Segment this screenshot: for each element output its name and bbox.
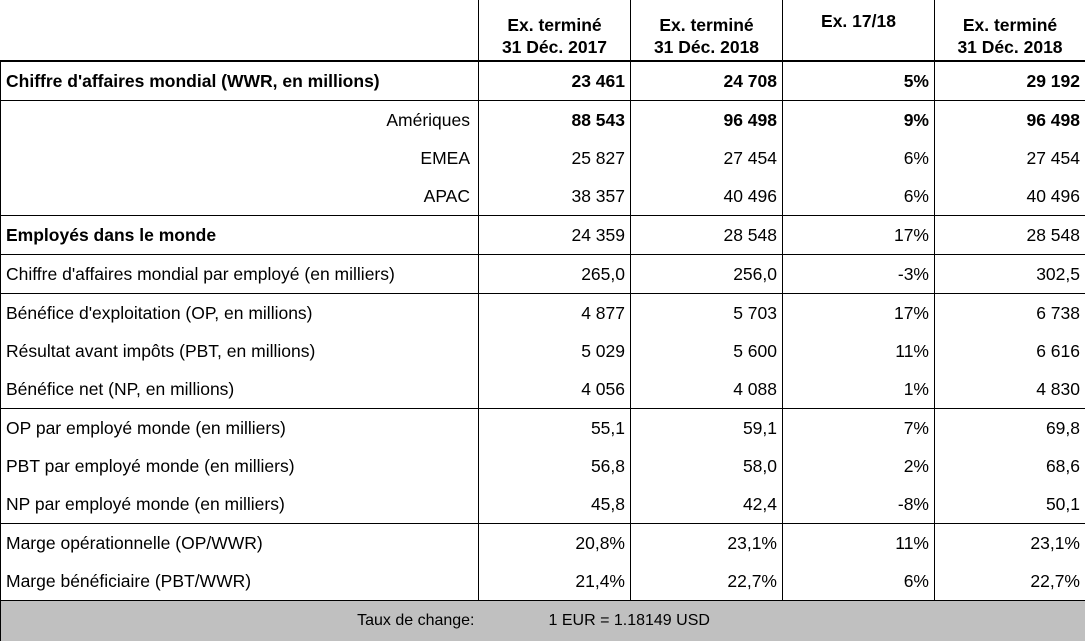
cell-value: 96 498 <box>935 101 1085 140</box>
cell-value: 5 703 <box>631 294 783 333</box>
table-row: Chiffre d'affaires mondial (WWR, en mill… <box>1 61 1085 101</box>
exchange-rate-label: Taux de change: <box>1 601 479 641</box>
cell-value: 56,8 <box>479 447 631 485</box>
row-label: Amériques <box>1 101 479 140</box>
cell-value: 6 616 <box>935 332 1085 370</box>
table-row: PBT par employé monde (en milliers) 56,8… <box>1 447 1085 485</box>
cell-value: 40 496 <box>631 177 783 216</box>
cell-value: 11% <box>783 524 935 563</box>
cell-value: 20,8% <box>479 524 631 563</box>
cell-value: 24 359 <box>479 216 631 255</box>
row-label: Marge bénéficiaire (PBT/WWR) <box>1 562 479 601</box>
cell-value: 5 600 <box>631 332 783 370</box>
cell-value: 68,6 <box>935 447 1085 485</box>
table-row: Marge bénéficiaire (PBT/WWR) 21,4% 22,7%… <box>1 562 1085 601</box>
cell-value: 27 454 <box>935 139 1085 177</box>
row-label: Bénéfice d'exploitation (OP, en millions… <box>1 294 479 333</box>
cell-value: 4 830 <box>935 370 1085 409</box>
cell-value: 11% <box>783 332 935 370</box>
cell-value: 2% <box>783 447 935 485</box>
cell-value: 6% <box>783 177 935 216</box>
exchange-rate-row: Taux de change: 1 EUR = 1.18149 USD <box>1 601 1085 641</box>
header-col-change: Ex. 17/18 <box>783 0 935 61</box>
cell-value: 69,8 <box>935 409 1085 448</box>
cell-value: 1% <box>783 370 935 409</box>
cell-value: 23,1% <box>935 524 1085 563</box>
cell-value: 29 192 <box>935 61 1085 101</box>
row-label: Chiffre d'affaires mondial par employé (… <box>1 255 479 294</box>
table-row: Employés dans le monde 24 359 28 548 17%… <box>1 216 1085 255</box>
row-label: Employés dans le monde <box>1 216 479 255</box>
row-label: EMEA <box>1 139 479 177</box>
cell-value: 59,1 <box>631 409 783 448</box>
cell-value: 55,1 <box>479 409 631 448</box>
row-label: Résultat avant impôts (PBT, en millions) <box>1 332 479 370</box>
cell-value: 24 708 <box>631 61 783 101</box>
cell-value: 5 029 <box>479 332 631 370</box>
cell-value: 302,5 <box>935 255 1085 294</box>
cell-value: 27 454 <box>631 139 783 177</box>
cell-value: 6% <box>783 139 935 177</box>
cell-value: -8% <box>783 485 935 524</box>
cell-value: 23,1% <box>631 524 783 563</box>
cell-value: 265,0 <box>479 255 631 294</box>
cell-value: 7% <box>783 409 935 448</box>
cell-value: 22,7% <box>935 562 1085 601</box>
cell-value: 88 543 <box>479 101 631 140</box>
cell-value: 6 738 <box>935 294 1085 333</box>
table-row: Bénéfice net (NP, en millions) 4 056 4 0… <box>1 370 1085 409</box>
cell-value: 25 827 <box>479 139 631 177</box>
table-row: Résultat avant impôts (PBT, en millions)… <box>1 332 1085 370</box>
cell-value: 28 548 <box>631 216 783 255</box>
table-row: Marge opérationnelle (OP/WWR) 20,8% 23,1… <box>1 524 1085 563</box>
cell-value: 4 056 <box>479 370 631 409</box>
cell-value: 9% <box>783 101 935 140</box>
cell-value: 21,4% <box>479 562 631 601</box>
row-label: APAC <box>1 177 479 216</box>
table-row: Chiffre d'affaires mondial par employé (… <box>1 255 1085 294</box>
table-row: Bénéfice d'exploitation (OP, en millions… <box>1 294 1085 333</box>
cell-value: 23 461 <box>479 61 631 101</box>
cell-value: 58,0 <box>631 447 783 485</box>
cell-value: 256,0 <box>631 255 783 294</box>
table-row: OP par employé monde (en milliers) 55,1 … <box>1 409 1085 448</box>
table-row: NP par employé monde (en milliers) 45,8 … <box>1 485 1085 524</box>
cell-value: 17% <box>783 216 935 255</box>
cell-value: -3% <box>783 255 935 294</box>
row-label: NP par employé monde (en milliers) <box>1 485 479 524</box>
row-label: PBT par employé monde (en milliers) <box>1 447 479 485</box>
row-label: Chiffre d'affaires mondial (WWR, en mill… <box>1 61 479 101</box>
table-row: APAC 38 357 40 496 6% 40 496 <box>1 177 1085 216</box>
row-label: Bénéfice net (NP, en millions) <box>1 370 479 409</box>
cell-value: 40 496 <box>935 177 1085 216</box>
cell-value: 96 498 <box>631 101 783 140</box>
cell-value: 6% <box>783 562 935 601</box>
cell-value: 17% <box>783 294 935 333</box>
cell-value: 38 357 <box>479 177 631 216</box>
row-label: Marge opérationnelle (OP/WWR) <box>1 524 479 563</box>
cell-value: 22,7% <box>631 562 783 601</box>
table-row: EMEA 25 827 27 454 6% 27 454 <box>1 139 1085 177</box>
cell-value: 4 877 <box>479 294 631 333</box>
exchange-rate-value: 1 EUR = 1.18149 USD <box>479 601 1085 641</box>
cell-value: 42,4 <box>631 485 783 524</box>
cell-value: 4 088 <box>631 370 783 409</box>
table-row: Amériques 88 543 96 498 9% 96 498 <box>1 101 1085 140</box>
cell-value: 45,8 <box>479 485 631 524</box>
cell-value: 28 548 <box>935 216 1085 255</box>
row-label: OP par employé monde (en milliers) <box>1 409 479 448</box>
cell-value: 5% <box>783 61 935 101</box>
cell-value: 50,1 <box>935 485 1085 524</box>
header-label-cell <box>1 0 479 61</box>
